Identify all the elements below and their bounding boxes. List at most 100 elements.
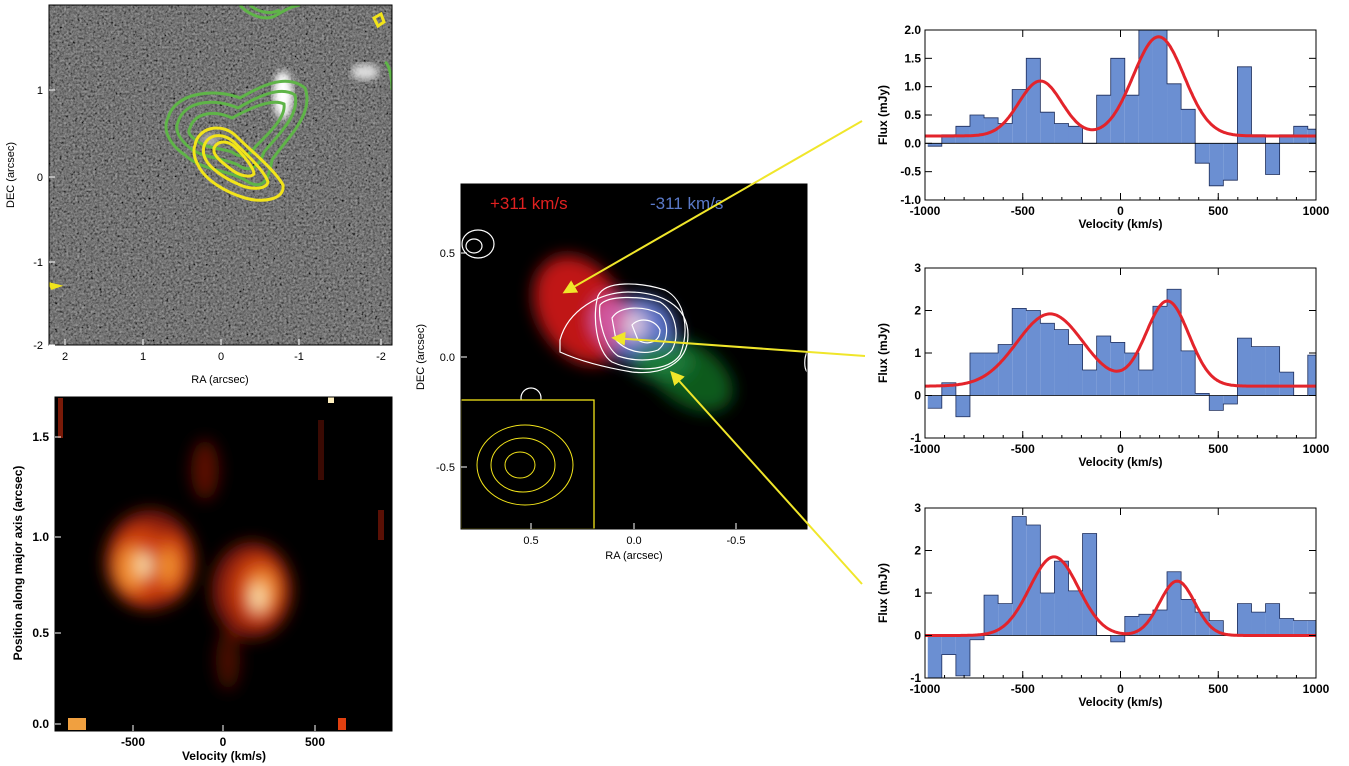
histogram-bar <box>1040 323 1055 396</box>
histogram-bar <box>969 635 985 640</box>
arrow-to-red-region <box>562 120 863 294</box>
histogram-bar <box>927 635 942 678</box>
x-tick-label: 0 <box>220 735 227 749</box>
histogram-bar <box>1195 612 1210 636</box>
spectra-column: -1000 -500 0 500 1000-1.0-0.50.00.51.01.52.0… <box>876 23 1330 709</box>
histogram-bar <box>1026 58 1041 144</box>
histogram-bar <box>1209 395 1224 411</box>
histogram-bar <box>941 134 956 144</box>
y-tick-label: 0.5 <box>440 248 455 260</box>
histogram-bar <box>984 595 999 636</box>
histogram-bar <box>1265 603 1280 636</box>
x-tick-label: 0 <box>218 351 224 363</box>
histogram-bar <box>927 143 942 147</box>
x-tick-label: 1000 <box>1303 204 1330 218</box>
histogram-bar <box>1223 395 1238 404</box>
histogram-bar <box>927 395 942 409</box>
histogram-bar <box>1110 58 1125 144</box>
histogram-bar <box>1251 134 1266 144</box>
x-tick-label: 0.0 <box>626 535 641 547</box>
gaussian-fit-curve <box>925 35 1316 138</box>
spectrum-panel-1: -1000 -500 0 500 1000 -1.0 -0.5 0.0 0.5 1.0 1.5 2.0… <box>876 23 1330 231</box>
green-contours <box>164 5 392 187</box>
x-tick-label: -2 <box>376 351 386 363</box>
panel-b-ylabel: Position along major axis (arcsec) <box>11 466 25 661</box>
histogram-bar <box>1040 112 1055 144</box>
histogram-bar <box>1096 95 1111 144</box>
y-tick-label: 1 <box>914 346 921 360</box>
x-tick-label: 500 <box>1208 204 1228 218</box>
y-tick-label: -1 <box>910 671 921 685</box>
spectrum-xlabel: Velocity (km/s) <box>1078 217 1162 231</box>
arrow-to-center <box>611 331 866 357</box>
x-tick-label: 500 <box>305 735 325 749</box>
y-tick-label: 0 <box>914 629 921 643</box>
y-tick-label: -0.5 <box>900 165 921 179</box>
histogram-bar <box>1167 83 1182 144</box>
x-tick-label: -500 <box>1011 682 1035 696</box>
panel-b-xlabel: Velocity (km/s) <box>182 749 266 763</box>
y-tick-label: 3 <box>914 261 921 275</box>
x-tick-label: -500 <box>1011 442 1035 456</box>
gaussian-fit-curve <box>925 299 1316 388</box>
x-tick-label: 1000 <box>1303 442 1330 456</box>
histogram-bar <box>1167 289 1182 396</box>
histogram-bar <box>1237 338 1252 396</box>
histogram-bar <box>1082 533 1097 636</box>
y-tick-label: 0.0 <box>32 717 49 731</box>
histogram-bar <box>1181 109 1196 144</box>
white-contours <box>461 229 807 409</box>
panel-a-sky-image: 2 1 0 -1 -2 1 0 -1 -2 RA (arcsec) DEC (arcsec) <box>5 4 393 386</box>
histogram-bar <box>1265 346 1280 396</box>
gaussian-fit-curve <box>925 555 1316 637</box>
histogram-outline <box>927 516 1316 678</box>
histogram-bar <box>955 635 970 676</box>
yellow-contours <box>49 11 386 290</box>
histogram-bar <box>1152 30 1168 144</box>
y-tick-label: -1 <box>33 257 43 269</box>
x-tick-label: 0 <box>1117 682 1124 696</box>
y-tick-label: 0 <box>914 389 921 403</box>
x-tick-label: -1 <box>294 351 304 363</box>
x-tick-label: 1 <box>140 351 146 363</box>
x-tick-label: -1000 <box>910 682 941 696</box>
x-tick-label: 0.5 <box>523 535 538 547</box>
y-tick-label: -2 <box>33 340 43 352</box>
spectrum-frame <box>924 507 1317 679</box>
x-tick-label: -500 <box>121 735 145 749</box>
histogram-bar <box>1068 126 1083 144</box>
y-tick-label: 0 <box>37 172 43 184</box>
spectrum-xlabel: Velocity (km/s) <box>1078 695 1162 709</box>
histogram-bar <box>1251 612 1266 636</box>
x-tick-label: -0.5 <box>727 535 746 547</box>
panel-c-velocity-map: +311 km/s -311 km/s 0.5 0.0 -0.50.50. <box>415 183 808 562</box>
histogram-bar <box>1237 66 1252 144</box>
histogram-outline <box>927 30 1316 187</box>
x-tick-label: -500 <box>1011 204 1035 218</box>
histogram-bar <box>1110 635 1125 642</box>
arrow-to-blue-region <box>670 370 863 585</box>
y-tick-label: 1.5 <box>32 430 49 444</box>
pv-emission <box>105 440 292 690</box>
panel-a-axes: 2 1 0 -1 -2 1 0 -1 -2 <box>33 85 386 363</box>
y-tick-label: 1.0 <box>32 530 49 544</box>
panel-c-ylabel: DEC (arcsec) <box>415 324 427 390</box>
histogram-bar <box>998 344 1013 396</box>
histogram-bar <box>1068 344 1083 396</box>
spectrum-ylabel: Flux (mJy) <box>876 323 890 383</box>
histogram-bar <box>1068 590 1083 636</box>
y-tick-label: 0.5 <box>904 108 921 122</box>
histogram-bar <box>1012 308 1027 396</box>
histogram-bar <box>969 353 985 396</box>
histogram-bar <box>1040 593 1055 636</box>
histogram-bar <box>955 395 970 417</box>
histogram-bar <box>1124 95 1139 144</box>
spectrum-panel-3: -1000 -500 0 500 1000 -1 0 1 2 3 Velocity (km/s) Fl… <box>876 501 1330 709</box>
histogram-bar <box>1195 393 1210 396</box>
histogram-bar <box>1209 143 1224 186</box>
histogram-bar <box>1307 355 1316 396</box>
x-tick-label: 500 <box>1208 442 1228 456</box>
histogram-bar <box>1307 620 1316 636</box>
histogram-bar <box>1293 620 1308 636</box>
